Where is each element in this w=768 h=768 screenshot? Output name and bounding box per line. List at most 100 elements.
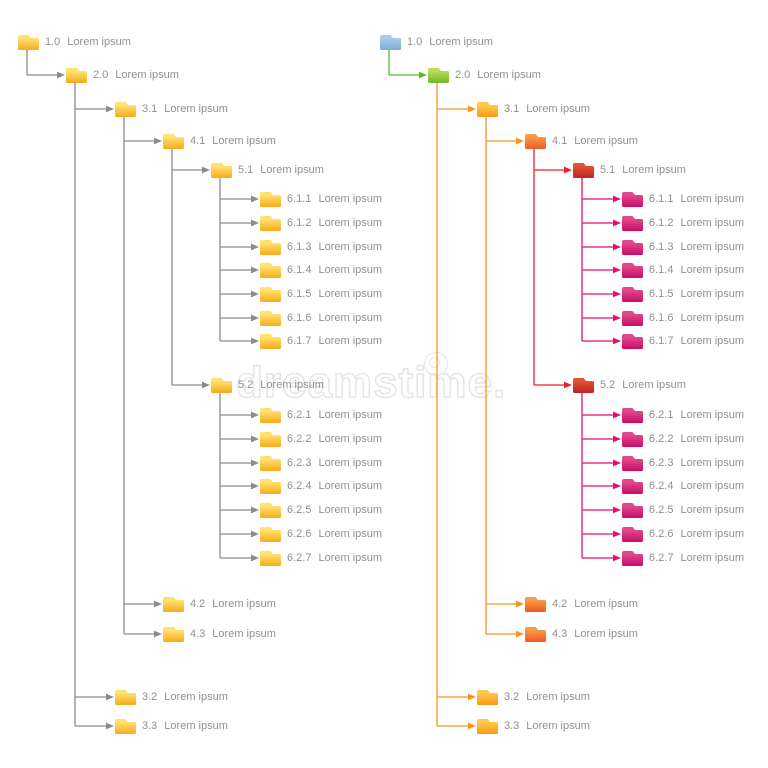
node-label: Lorem ipsum	[67, 36, 131, 48]
folder-icon	[380, 38, 401, 50]
tree-node-4-2: 4.2 Lorem ipsum	[163, 596, 276, 612]
folder-icon	[260, 219, 281, 231]
node-number: 4.1	[190, 135, 206, 147]
arrowhead-icon	[613, 530, 621, 538]
arrowhead-icon	[202, 166, 210, 174]
tree-node-2-0: 2.0 Lorem ipsum	[428, 67, 541, 83]
tree-node-5-1: 5.1 Lorem ipsum	[573, 162, 686, 178]
folder-icon	[477, 693, 498, 705]
node-number: 6.2.1	[287, 409, 312, 421]
arrowhead-icon	[154, 630, 162, 638]
folder-icon	[525, 137, 546, 149]
node-number: 6.2.1	[649, 409, 674, 421]
node-label: Lorem ipsum	[680, 457, 745, 469]
node-label: Lorem ipsum	[526, 720, 590, 732]
folder-icon	[428, 71, 449, 83]
node-label: Lorem ipsum	[477, 69, 541, 81]
folder-icon	[211, 381, 232, 393]
folder-icon	[260, 243, 281, 255]
node-number: 6.1.1	[287, 193, 312, 205]
folder-icon	[622, 435, 643, 447]
tree-node-3-2: 3.2 Lorem ipsum	[115, 689, 228, 705]
arrowhead-icon	[613, 314, 621, 322]
arrowhead-icon	[106, 722, 114, 730]
node-label: Lorem ipsum	[212, 598, 276, 610]
folder-icon	[260, 411, 281, 423]
folder-icon	[18, 38, 39, 50]
arrowhead-icon	[202, 381, 210, 389]
tree-node-2-0: 2.0 Lorem ipsum	[66, 67, 179, 83]
arrowhead-icon	[251, 219, 259, 227]
node-label: Lorem ipsum	[680, 288, 745, 300]
node-number: 2.0	[93, 69, 109, 81]
tree-node-6-2-6: 6.2.6 Lorem ipsum	[622, 526, 744, 542]
node-number: 6.1.7	[649, 335, 674, 347]
arrowhead-icon	[613, 554, 621, 562]
arrowhead-icon	[468, 722, 476, 730]
node-number: 5.2	[600, 379, 616, 391]
arrowhead-icon	[57, 71, 65, 79]
folder-icon	[260, 506, 281, 518]
node-number: 6.1.5	[649, 288, 674, 300]
folder-icon	[477, 105, 498, 117]
tree-node-6-1-3: 6.1.3 Lorem ipsum	[622, 239, 744, 255]
node-label: Lorem ipsum	[680, 552, 745, 564]
tree-node-4-3: 4.3 Lorem ipsum	[163, 626, 276, 642]
tree-node-4-1: 4.1 Lorem ipsum	[525, 133, 638, 149]
tree-node-6-2-2: 6.2.2 Lorem ipsum	[622, 431, 744, 447]
folder-icon	[163, 600, 184, 612]
node-number: 3.3	[142, 720, 158, 732]
folder-icon	[477, 722, 498, 734]
tree-node-6-2-3: 6.2.3 Lorem ipsum	[622, 455, 744, 471]
node-label: Lorem ipsum	[622, 379, 686, 391]
arrowhead-icon	[613, 411, 621, 419]
node-number: 2.0	[455, 69, 471, 81]
node-label: Lorem ipsum	[164, 691, 228, 703]
arrowhead-icon	[251, 411, 259, 419]
node-label: Lorem ipsum	[212, 628, 276, 640]
node-number: 6.1.2	[287, 217, 312, 229]
tree-node-6-2-4: 6.2.4 Lorem ipsum	[260, 478, 382, 494]
arrowhead-icon	[516, 600, 524, 608]
arrowhead-icon	[251, 435, 259, 443]
node-number: 4.3	[552, 628, 568, 640]
arrowhead-icon	[564, 166, 572, 174]
tree-node-6-2-1: 6.2.1 Lorem ipsum	[260, 407, 382, 423]
folder-icon	[622, 266, 643, 278]
node-number: 6.2.2	[649, 433, 674, 445]
node-number: 6.2.6	[287, 528, 312, 540]
arrowhead-icon	[516, 137, 524, 145]
tree-node-5-2: 5.2 Lorem ipsum	[211, 377, 324, 393]
arrowhead-icon	[516, 630, 524, 638]
arrowhead-icon	[613, 219, 621, 227]
node-number: 3.3	[504, 720, 520, 732]
tree-node-3-1: 3.1 Lorem ipsum	[115, 101, 228, 117]
node-label: Lorem ipsum	[622, 164, 686, 176]
tree-node-6-2-7: 6.2.7 Lorem ipsum	[260, 550, 382, 566]
node-number: 6.2.6	[649, 528, 674, 540]
tree-node-6-1-3: 6.1.3 Lorem ipsum	[260, 239, 382, 255]
node-number: 6.2.2	[287, 433, 312, 445]
arrowhead-icon	[106, 105, 114, 113]
folder-icon	[622, 219, 643, 231]
node-label: Lorem ipsum	[574, 598, 638, 610]
node-number: 6.2.3	[649, 457, 674, 469]
arrowhead-icon	[564, 381, 572, 389]
node-label: Lorem ipsum	[680, 433, 745, 445]
tree-node-6-2-2: 6.2.2 Lorem ipsum	[260, 431, 382, 447]
tree-node-3-3: 3.3 Lorem ipsum	[115, 718, 228, 734]
arrowhead-icon	[613, 337, 621, 345]
node-label: Lorem ipsum	[680, 480, 745, 492]
tree-node-6-1-1: 6.1.1 Lorem ipsum	[622, 191, 744, 207]
tree-node-6-1-2: 6.1.2 Lorem ipsum	[622, 215, 744, 231]
node-label: Lorem ipsum	[260, 379, 324, 391]
arrowhead-icon	[613, 435, 621, 443]
node-number: 6.2.5	[287, 504, 312, 516]
node-label: Lorem ipsum	[318, 193, 383, 205]
tree-node-6-1-5: 6.1.5 Lorem ipsum	[260, 286, 382, 302]
folder-icon	[622, 195, 643, 207]
tree-node-4-1: 4.1 Lorem ipsum	[163, 133, 276, 149]
node-label: Lorem ipsum	[164, 103, 228, 115]
arrowhead-icon	[106, 693, 114, 701]
folder-icon	[622, 314, 643, 326]
